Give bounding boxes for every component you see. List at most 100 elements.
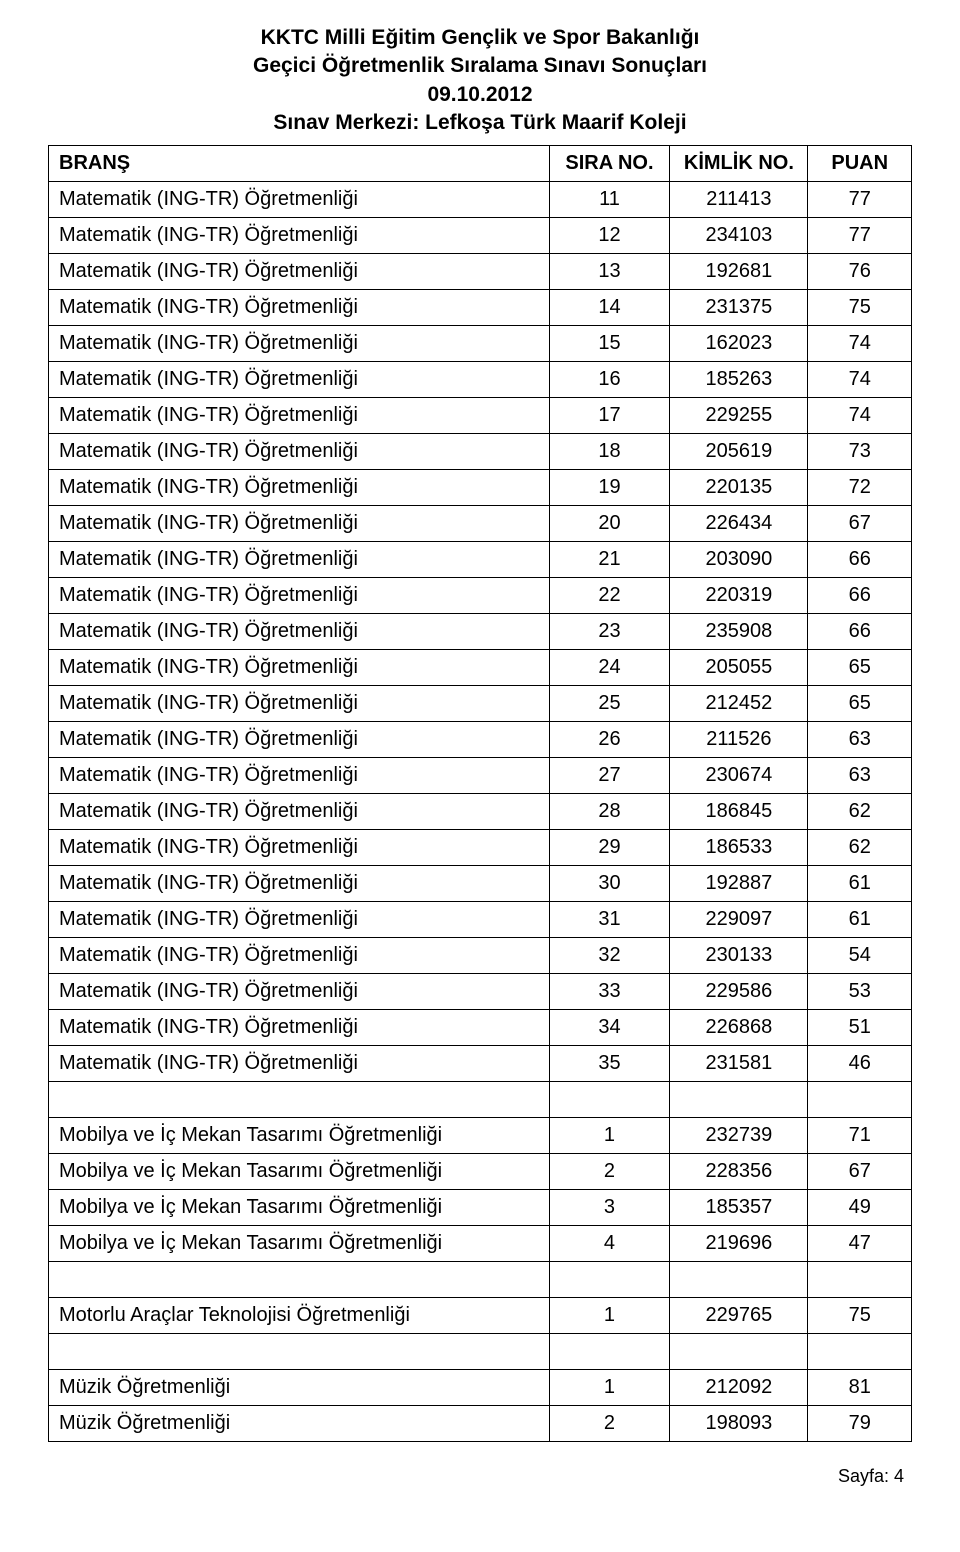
cell-brans: Matematik (ING-TR) Öğretmenliği (49, 650, 550, 686)
cell-sira: 31 (549, 902, 670, 938)
table-row: Mobilya ve İç Mekan Tasarımı Öğretmenliğ… (49, 1154, 912, 1190)
cell-puan: 66 (808, 614, 912, 650)
table-row: Müzik Öğretmenliği121209281 (49, 1370, 912, 1406)
cell-sira: 33 (549, 974, 670, 1010)
cell-kimlik: 220319 (670, 578, 808, 614)
cell-sira: 11 (549, 182, 670, 218)
cell-kimlik: 211413 (670, 182, 808, 218)
cell-brans: Matematik (ING-TR) Öğretmenliği (49, 218, 550, 254)
cell-sira: 27 (549, 758, 670, 794)
cell-kimlik: 226868 (670, 1010, 808, 1046)
cell-sira: 12 (549, 218, 670, 254)
cell-kimlik: 198093 (670, 1406, 808, 1442)
cell-brans: Matematik (ING-TR) Öğretmenliği (49, 938, 550, 974)
cell-puan: 71 (808, 1118, 912, 1154)
empty-cell (49, 1334, 550, 1370)
table-row: Mobilya ve İç Mekan Tasarımı Öğretmenliğ… (49, 1190, 912, 1226)
cell-kimlik: 226434 (670, 506, 808, 542)
col-puan: PUAN (808, 146, 912, 182)
cell-brans: Müzik Öğretmenliği (49, 1406, 550, 1442)
cell-kimlik: 192887 (670, 866, 808, 902)
cell-kimlik: 186845 (670, 794, 808, 830)
table-row: Matematik (ING-TR) Öğretmenliği272306746… (49, 758, 912, 794)
cell-puan: 67 (808, 506, 912, 542)
cell-sira: 18 (549, 434, 670, 470)
cell-sira: 1 (549, 1298, 670, 1334)
cell-puan: 74 (808, 362, 912, 398)
table-row: Matematik (ING-TR) Öğretmenliği352315814… (49, 1046, 912, 1082)
table-row: Motorlu Araçlar Teknolojisi Öğretmenliği… (49, 1298, 912, 1334)
empty-cell (49, 1262, 550, 1298)
cell-kimlik: 230674 (670, 758, 808, 794)
cell-sira: 28 (549, 794, 670, 830)
table-row: Matematik (ING-TR) Öğretmenliği332295865… (49, 974, 912, 1010)
table-row: Matematik (ING-TR) Öğretmenliği212030906… (49, 542, 912, 578)
table-row: Matematik (ING-TR) Öğretmenliği202264346… (49, 506, 912, 542)
cell-puan: 66 (808, 578, 912, 614)
cell-kimlik: 229586 (670, 974, 808, 1010)
cell-brans: Matematik (ING-TR) Öğretmenliği (49, 722, 550, 758)
page-number: Sayfa: 4 (838, 1466, 904, 1486)
cell-sira: 17 (549, 398, 670, 434)
cell-kimlik: 229255 (670, 398, 808, 434)
cell-brans: Matematik (ING-TR) Öğretmenliği (49, 866, 550, 902)
cell-sira: 4 (549, 1226, 670, 1262)
cell-kimlik: 229765 (670, 1298, 808, 1334)
cell-brans: Matematik (ING-TR) Öğretmenliği (49, 470, 550, 506)
cell-brans: Matematik (ING-TR) Öğretmenliği (49, 326, 550, 362)
cell-kimlik: 231375 (670, 290, 808, 326)
empty-cell (549, 1262, 670, 1298)
cell-sira: 24 (549, 650, 670, 686)
table-row: Matematik (ING-TR) Öğretmenliği232359086… (49, 614, 912, 650)
cell-kimlik: 192681 (670, 254, 808, 290)
table-header-row: BRANŞ SIRA NO. KİMLİK NO. PUAN (49, 146, 912, 182)
cell-puan: 63 (808, 758, 912, 794)
cell-puan: 79 (808, 1406, 912, 1442)
table-row: Matematik (ING-TR) Öğretmenliği252124526… (49, 686, 912, 722)
cell-puan: 73 (808, 434, 912, 470)
header-line-3: 09.10.2012 (48, 81, 912, 109)
page-header: KKTC Milli Eğitim Gençlik ve Spor Bakanl… (48, 24, 912, 137)
cell-brans: Matematik (ING-TR) Öğretmenliği (49, 542, 550, 578)
cell-brans: Matematik (ING-TR) Öğretmenliği (49, 614, 550, 650)
cell-puan: 53 (808, 974, 912, 1010)
cell-puan: 62 (808, 794, 912, 830)
cell-puan: 76 (808, 254, 912, 290)
table-body: Matematik (ING-TR) Öğretmenliği112114137… (49, 182, 912, 1442)
empty-cell (49, 1082, 550, 1118)
table-row: Matematik (ING-TR) Öğretmenliği342268685… (49, 1010, 912, 1046)
cell-kimlik: 234103 (670, 218, 808, 254)
cell-kimlik: 162023 (670, 326, 808, 362)
header-line-4: Sınav Merkezi: Lefkoşa Türk Maarif Kolej… (48, 109, 912, 137)
table-row: Matematik (ING-TR) Öğretmenliği242050556… (49, 650, 912, 686)
cell-brans: Matematik (ING-TR) Öğretmenliği (49, 506, 550, 542)
cell-brans: Matematik (ING-TR) Öğretmenliği (49, 254, 550, 290)
cell-puan: 67 (808, 1154, 912, 1190)
table-row: Matematik (ING-TR) Öğretmenliği291865336… (49, 830, 912, 866)
cell-puan: 63 (808, 722, 912, 758)
cell-kimlik: 205055 (670, 650, 808, 686)
cell-brans: Mobilya ve İç Mekan Tasarımı Öğretmenliğ… (49, 1118, 550, 1154)
cell-kimlik: 220135 (670, 470, 808, 506)
table-row: Müzik Öğretmenliği219809379 (49, 1406, 912, 1442)
cell-brans: Mobilya ve İç Mekan Tasarımı Öğretmenliğ… (49, 1226, 550, 1262)
cell-sira: 29 (549, 830, 670, 866)
cell-brans: Matematik (ING-TR) Öğretmenliği (49, 434, 550, 470)
cell-brans: Matematik (ING-TR) Öğretmenliği (49, 686, 550, 722)
table-row: Matematik (ING-TR) Öğretmenliği192201357… (49, 470, 912, 506)
cell-puan: 77 (808, 218, 912, 254)
cell-brans: Matematik (ING-TR) Öğretmenliği (49, 830, 550, 866)
cell-puan: 65 (808, 650, 912, 686)
cell-sira: 23 (549, 614, 670, 650)
cell-kimlik: 185263 (670, 362, 808, 398)
cell-puan: 47 (808, 1226, 912, 1262)
cell-puan: 61 (808, 866, 912, 902)
header-line-2: Geçici Öğretmenlik Sıralama Sınavı Sonuç… (48, 52, 912, 80)
table-row: Matematik (ING-TR) Öğretmenliği262115266… (49, 722, 912, 758)
cell-puan: 75 (808, 1298, 912, 1334)
cell-puan: 51 (808, 1010, 912, 1046)
cell-kimlik: 232739 (670, 1118, 808, 1154)
cell-sira: 35 (549, 1046, 670, 1082)
cell-puan: 72 (808, 470, 912, 506)
cell-brans: Matematik (ING-TR) Öğretmenliği (49, 1046, 550, 1082)
